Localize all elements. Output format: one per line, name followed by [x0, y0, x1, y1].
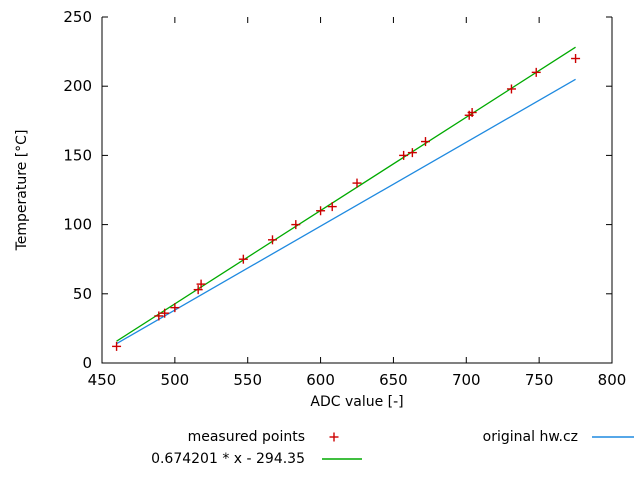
- data-point: [420, 137, 430, 147]
- data-point: [193, 285, 203, 295]
- y-axis-ticks: 0 50 100 150 200 250: [63, 8, 612, 372]
- data-point: [238, 254, 248, 264]
- y-tick-label: 150: [63, 146, 92, 164]
- data-point: [196, 279, 206, 289]
- y-axis-title: Temperature [°C]: [14, 130, 30, 252]
- y-tick-label: 0: [82, 354, 92, 372]
- x-tick-label: 550: [233, 371, 262, 389]
- data-point: [316, 206, 326, 216]
- series-line-original-hw-cz: [116, 78, 576, 345]
- data-point: [327, 202, 337, 212]
- x-tick-label: 750: [525, 371, 554, 389]
- data-point: [154, 311, 164, 321]
- data-point: [112, 341, 122, 351]
- chart-legend: measured points original hw.cz 0.674201 * …: [151, 429, 634, 467]
- y-tick-label: 250: [63, 8, 92, 26]
- x-tick-label: 450: [88, 371, 117, 389]
- data-point: [267, 235, 277, 245]
- series-line-0-674201-x-294-35: [116, 46, 576, 342]
- x-tick-label: 800: [598, 371, 627, 389]
- data-point: [467, 107, 477, 117]
- x-tick-label: 600: [306, 371, 335, 389]
- data-point: [160, 308, 170, 318]
- data-point: [399, 150, 409, 160]
- x-axis-ticks: 450 500 550 600 650 700 750 800: [88, 17, 627, 389]
- x-tick-label: 700: [452, 371, 481, 389]
- data-point: [352, 178, 362, 188]
- legend-label: measured points: [188, 429, 305, 445]
- x-tick-label: 500: [161, 371, 190, 389]
- data-point: [531, 67, 541, 77]
- x-axis-title: ADC value [-]: [310, 394, 403, 410]
- y-tick-label: 100: [63, 216, 92, 234]
- data-point: [291, 220, 301, 230]
- legend-plus-swatch: [329, 432, 339, 442]
- data-point: [407, 148, 417, 158]
- series-lines: [116, 46, 576, 345]
- measured-points-series: [112, 54, 581, 351]
- x-tick-label: 650: [379, 371, 408, 389]
- plot-frame: [101, 17, 613, 364]
- legend-label: original hw.cz: [483, 429, 578, 445]
- data-point: [571, 54, 581, 64]
- y-tick-label: 50: [73, 285, 92, 303]
- legend-label: 0.674201 * x - 294.35: [151, 451, 305, 467]
- data-point: [506, 84, 516, 94]
- y-tick-label: 200: [63, 77, 92, 95]
- data-point: [170, 303, 180, 313]
